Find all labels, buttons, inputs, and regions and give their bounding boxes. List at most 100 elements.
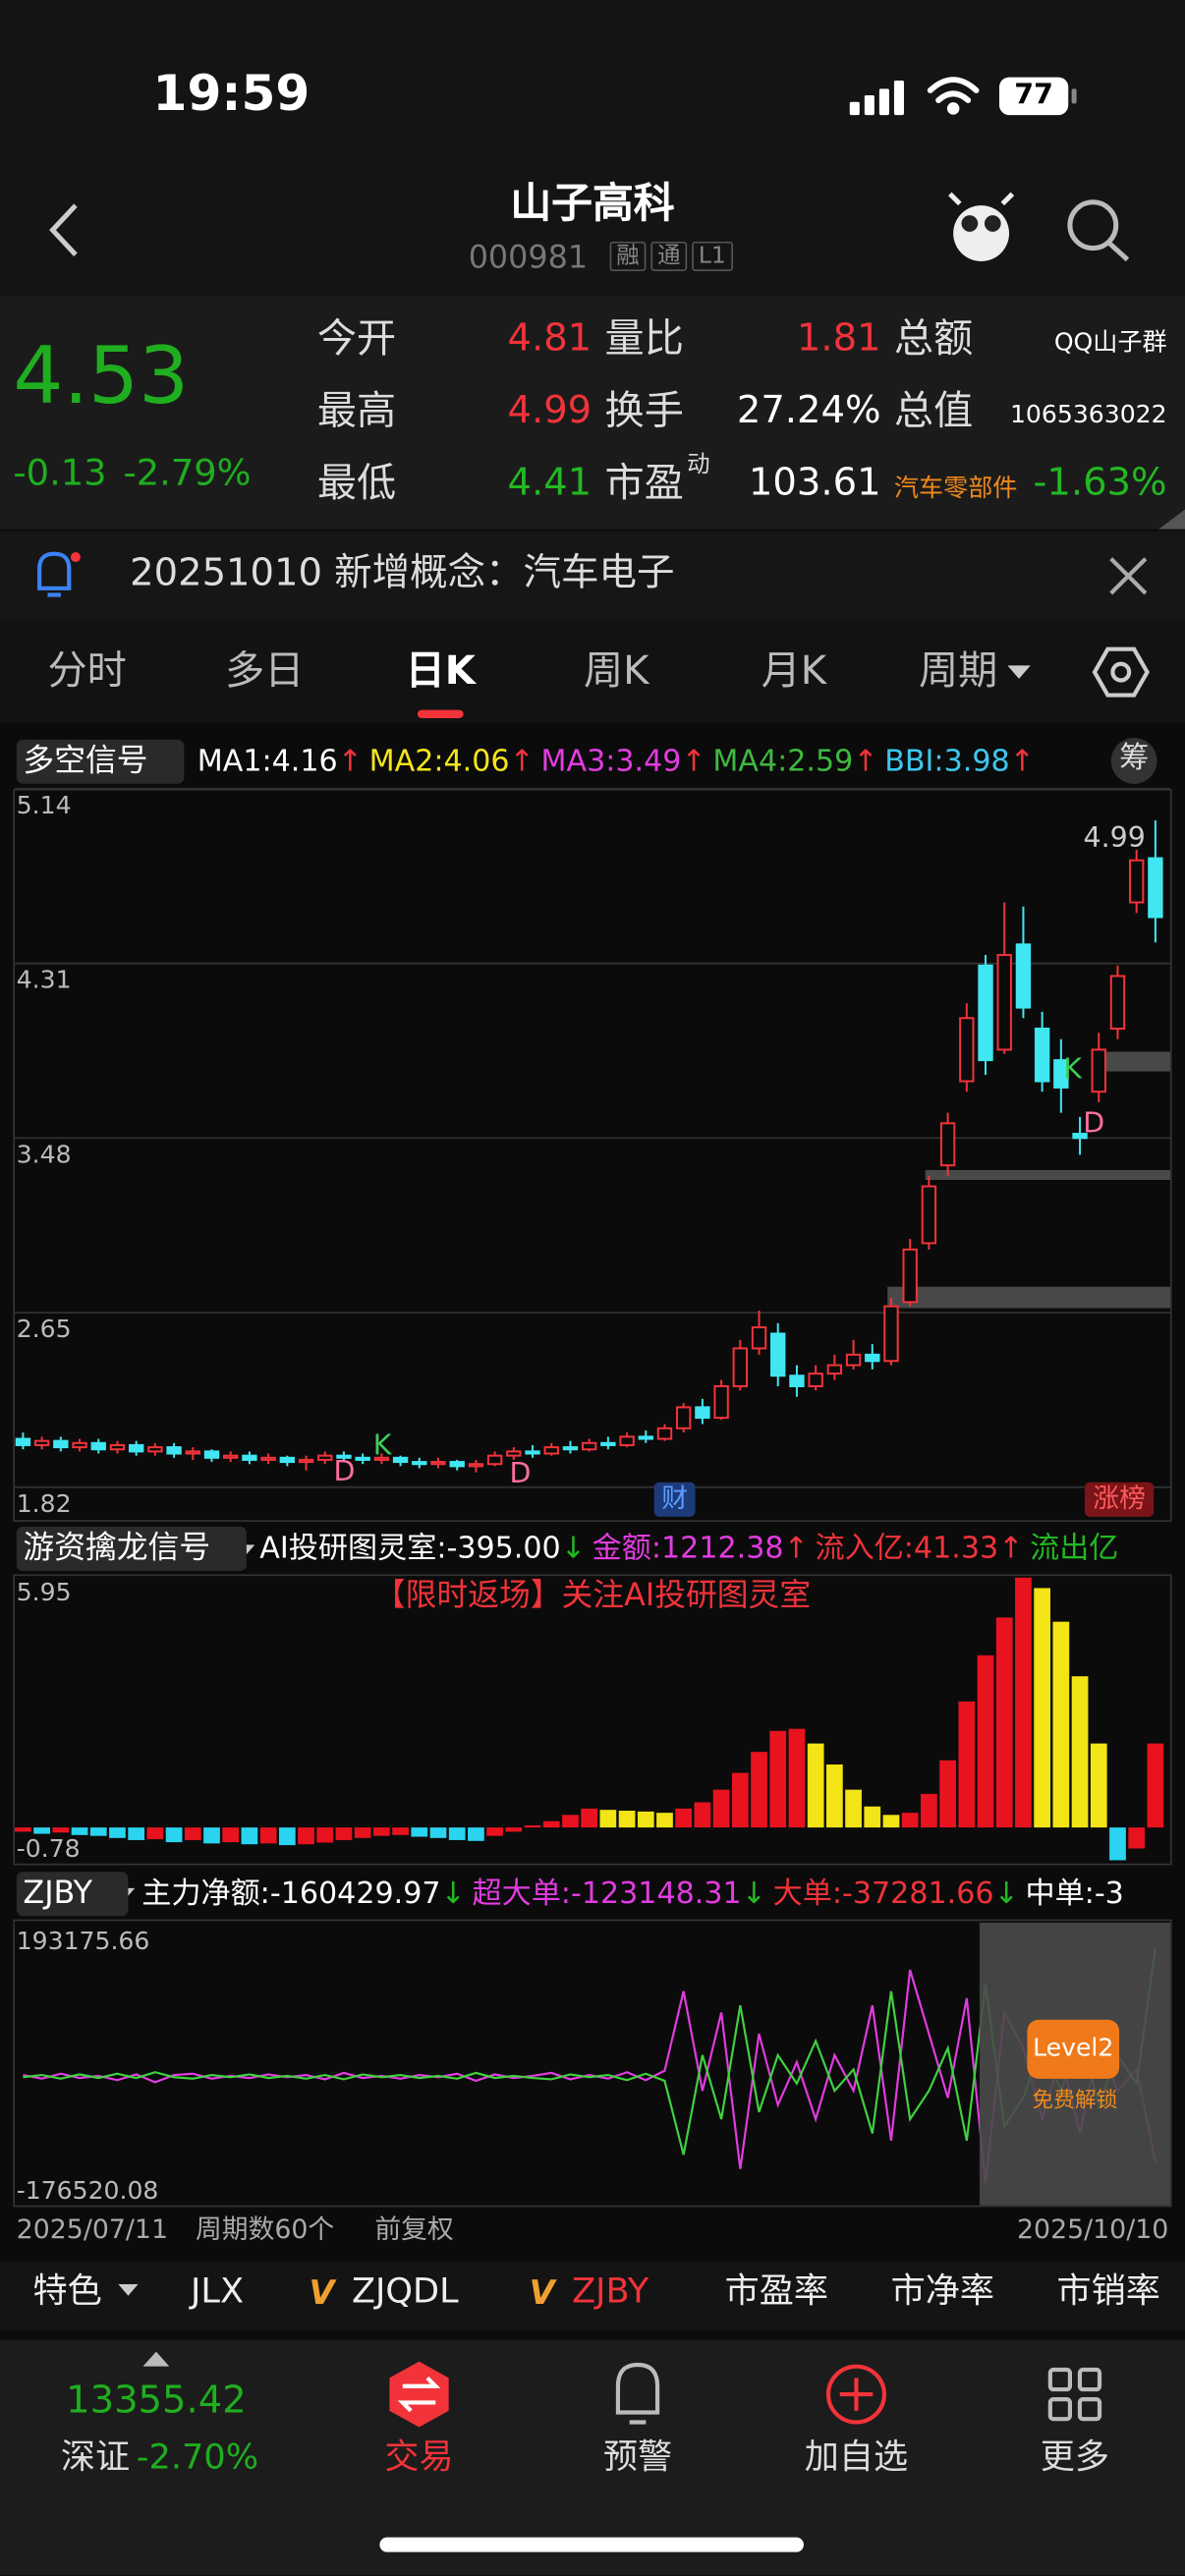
settings-icon[interactable]: [1092, 646, 1150, 698]
nav-label[interactable]: 更多: [1040, 2436, 1110, 2477]
indicator-tab[interactable]: ZJBY: [572, 2270, 649, 2311]
candle-body: [1015, 943, 1032, 1009]
candle-body: [619, 1435, 635, 1446]
bar: [33, 1827, 50, 1834]
nav-label[interactable]: 加自选: [804, 2436, 909, 2477]
chou[interactable]: 筹: [1119, 741, 1150, 776]
bar: [788, 1728, 806, 1828]
banner[interactable]: 【限时返场】关注AI投研图灵室: [373, 1577, 812, 1614]
tabs-bg: [0, 621, 1185, 723]
cai: 财: [661, 1482, 689, 1514]
bell-dot: [70, 552, 81, 563]
mascot-icon[interactable]: [948, 192, 1015, 261]
legend-trend: ↓: [993, 1876, 1019, 1911]
battery-level: 77: [1014, 79, 1053, 112]
candle-body: [1034, 1027, 1050, 1083]
bar: [109, 1827, 126, 1838]
y-tick-label: 193175.66: [17, 1927, 150, 1955]
indicator-tab[interactable]: 市净率: [890, 2270, 994, 2311]
candle-body: [203, 1450, 220, 1459]
candle-body: [90, 1441, 106, 1451]
candle-body: [751, 1326, 767, 1350]
lock-text[interactable]: 免费解锁: [1032, 2088, 1118, 2114]
bar: [1071, 1676, 1089, 1828]
legend-trend: ↑: [853, 743, 878, 779]
candle-body: [1148, 857, 1163, 919]
indicator-tab[interactable]: JLX: [191, 2270, 245, 2311]
bar: [486, 1827, 503, 1836]
stock-code: 000981: [468, 240, 589, 277]
close-icon[interactable]: [1109, 557, 1148, 595]
indicator-tab[interactable]: 市盈率: [724, 2270, 829, 2311]
tab[interactable]: 日K: [405, 647, 476, 694]
tab[interactable]: 周K: [584, 647, 649, 694]
index-value[interactable]: 13355.42: [66, 2380, 247, 2423]
lock-button[interactable]: [1027, 2019, 1120, 2079]
nav-label[interactable]: 预警: [602, 2436, 673, 2477]
y-tick-label: 4.31: [17, 966, 72, 994]
index-change[interactable]: -2.70%: [136, 2436, 259, 2477]
bar: [222, 1827, 240, 1843]
search-icon[interactable]: [1067, 199, 1130, 262]
indicator-tab[interactable]: 特色: [32, 2270, 102, 2311]
add-icon[interactable]: [825, 2364, 886, 2425]
alert-icon[interactable]: [615, 2362, 660, 2425]
candle-body: [317, 1454, 333, 1461]
price: 4.53: [13, 330, 190, 422]
tab-v[interactable]: V: [529, 2272, 555, 2313]
bar: [354, 1827, 371, 1838]
candle-body: [1053, 1059, 1069, 1089]
bar: [995, 1617, 1013, 1828]
legend-value: 3.98: [943, 743, 1010, 779]
trade-icon[interactable]: [389, 2361, 449, 2428]
periods: 周期数60个: [196, 2213, 335, 2245]
bar: [1109, 1827, 1126, 1861]
lock-button-text[interactable]: Level2: [1033, 2033, 1114, 2063]
bar: [184, 1827, 201, 1840]
chou-circle[interactable]: [1110, 738, 1157, 784]
notice-bg: [0, 531, 1185, 622]
battery-icon: [998, 77, 1069, 116]
bar: [845, 1789, 862, 1828]
tab[interactable]: 月K: [761, 647, 827, 694]
back-icon[interactable]: [49, 203, 78, 256]
candle-body: [638, 1435, 653, 1440]
candle-body: [298, 1458, 314, 1464]
candle-body: [223, 1454, 239, 1459]
tab[interactable]: 分时: [47, 647, 127, 694]
tab-v[interactable]: V: [309, 2272, 335, 2313]
tab[interactable]: 周期: [919, 647, 998, 694]
more-icon[interactable]: [1047, 2367, 1102, 2422]
wifi-icon: [927, 77, 980, 115]
candle-body: [412, 1461, 427, 1466]
field-value: 4.41: [507, 462, 592, 505]
tab[interactable]: 多日: [225, 647, 305, 694]
field-value: 1065363022: [1009, 399, 1167, 429]
candle-body: [845, 1353, 862, 1367]
indicator-select[interactable]: 游资擒龙信号: [16, 1526, 247, 1572]
candle-body: [562, 1446, 579, 1451]
candle-body: [675, 1406, 692, 1429]
bar: [1128, 1827, 1146, 1849]
indicator-select[interactable]: ZJBY: [16, 1872, 129, 1917]
legend-value: 4.06: [443, 743, 510, 779]
bar: [429, 1827, 447, 1838]
candle-body: [166, 1446, 182, 1455]
indicator-tab[interactable]: 市销率: [1056, 2270, 1160, 2311]
zhangbang: 涨榜: [1093, 1482, 1146, 1514]
nav-label[interactable]: 交易: [384, 2436, 454, 2477]
y-tick-label: -0.78: [17, 1834, 81, 1863]
index-name[interactable]: 深证: [60, 2436, 131, 2477]
indicator-select[interactable]: 多空信号: [16, 739, 185, 784]
bar: [599, 1810, 617, 1828]
bar: [505, 1827, 523, 1832]
notice-text[interactable]: 20251010 新增概念：汽车电子: [130, 552, 675, 595]
legend-label: 大单:: [772, 1876, 842, 1911]
indicator-tab[interactable]: ZJQDL: [351, 2270, 459, 2311]
candle-body: [808, 1372, 823, 1387]
field-value: 1.81: [796, 316, 881, 361]
period-arrow[interactable]: [1007, 665, 1031, 679]
sub2-legend: ZJBY 主力净额: -160429.97 ↓ 超大单: -123148.31 ↓ 大单: -3…: [16, 1872, 1185, 1917]
